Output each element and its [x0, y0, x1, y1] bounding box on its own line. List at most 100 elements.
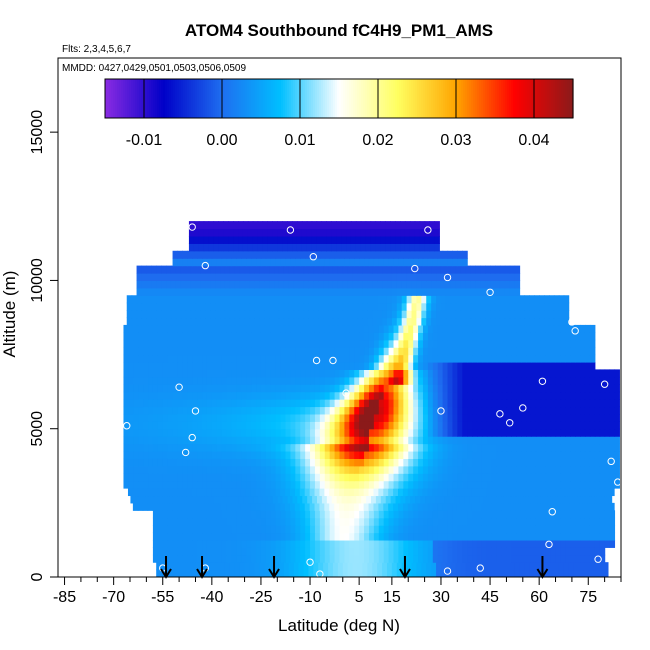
heatmap-cell [496, 339, 503, 348]
heatmap-cell [358, 502, 365, 511]
heatmap-cell [305, 332, 311, 341]
heatmap-cell [516, 347, 522, 356]
heatmap-cell [265, 443, 272, 452]
heatmap-cell [526, 332, 532, 341]
colorbar-strip [417, 79, 420, 118]
heatmap-cell [349, 347, 355, 356]
heatmap-cell [123, 473, 129, 482]
heatmap-cell [300, 510, 306, 519]
heatmap-cell [411, 562, 418, 571]
heatmap-cell [476, 332, 483, 341]
colorbar-strip [489, 79, 492, 118]
heatmap-cell [521, 324, 527, 333]
heatmap-cell [216, 488, 222, 497]
heatmap-cell [457, 324, 463, 333]
heatmap-cell [311, 243, 318, 252]
heatmap-cell [481, 532, 488, 541]
heatmap-cell [437, 554, 444, 563]
heatmap-cell [457, 473, 463, 482]
heatmap-cell [275, 258, 282, 267]
heatmap-cell [162, 547, 169, 556]
heatmap-cell [265, 332, 272, 341]
heatmap-cell [156, 295, 162, 304]
heatmap-cell [221, 443, 228, 452]
heatmap-cell [593, 569, 599, 577]
heatmap-cell [462, 361, 468, 370]
heatmap-cell [483, 495, 490, 504]
heatmap-cell [373, 324, 380, 333]
heatmap-cell [367, 317, 373, 326]
heatmap-cell [162, 510, 169, 519]
heatmap-cell [398, 391, 404, 400]
colorbar-strip [135, 79, 138, 118]
heatmap-cell [472, 473, 478, 482]
colorbar-strip [399, 79, 402, 118]
heatmap-cell [228, 243, 234, 252]
heatmap-cell [229, 317, 236, 326]
heatmap-cell [216, 539, 223, 548]
heatmap-cell [457, 458, 463, 467]
heatmap-cell [256, 421, 262, 430]
heatmap-cell [229, 562, 236, 571]
heatmap-cell [506, 347, 512, 356]
heatmap-cell [594, 539, 601, 548]
heatmap-cell [462, 510, 468, 519]
heatmap-cell [364, 465, 370, 474]
heatmap-cell [259, 280, 265, 289]
colorbar-strip [391, 79, 394, 118]
heatmap-cell [123, 376, 129, 385]
heatmap-cell [123, 413, 129, 422]
heatmap-cell [172, 450, 179, 459]
heatmap-cell [570, 539, 576, 548]
heatmap-cell [530, 458, 537, 467]
heatmap-cell [260, 406, 267, 415]
heatmap-cell [321, 221, 328, 230]
heatmap-cell [218, 495, 225, 504]
heatmap-cell [403, 376, 409, 385]
heatmap-cell [185, 265, 192, 274]
heatmap-cell [598, 569, 604, 577]
heatmap-cell [203, 221, 210, 230]
heatmap-cell [133, 384, 139, 393]
heatmap-cell [599, 488, 605, 497]
heatmap-cell [455, 295, 462, 304]
heatmap-cell [254, 273, 260, 282]
heatmap-cell [555, 436, 562, 445]
heatmap-cell [584, 369, 591, 378]
heatmap-cell [462, 399, 468, 408]
heatmap-cell [269, 562, 275, 571]
heatmap-cell [470, 265, 476, 274]
heatmap-cell [413, 376, 419, 385]
heatmap-cell [526, 525, 532, 534]
heatmap-cell [319, 391, 326, 400]
heatmap-cell [324, 547, 331, 556]
heatmap-cell [599, 376, 606, 385]
heatmap-cell [378, 517, 385, 526]
heatmap-cell [447, 458, 454, 467]
heatmap-cell [143, 443, 149, 452]
heatmap-cell [418, 547, 424, 556]
heatmap-cell [526, 413, 532, 422]
heatmap-cell [331, 228, 337, 237]
heatmap-cell [260, 532, 267, 541]
heatmap-cell [422, 554, 429, 563]
heatmap-cell [383, 539, 390, 548]
x-tick-label: -85 [53, 589, 76, 606]
heatmap-cell [436, 569, 442, 577]
heatmap-cell [270, 324, 277, 333]
heatmap-cell [368, 517, 375, 526]
heatmap-cell [328, 273, 334, 282]
heatmap-cell [296, 243, 303, 252]
heatmap-cell [582, 495, 588, 504]
heatmap-cell [408, 399, 414, 408]
heatmap-cell [148, 450, 154, 459]
heatmap-cell [378, 332, 385, 341]
heatmap-cell [589, 413, 596, 422]
heatmap-cell [277, 495, 284, 504]
heatmap-cell [526, 399, 532, 408]
heatmap-cell [220, 569, 226, 577]
heatmap-cell [339, 399, 346, 408]
heatmap-cell [306, 228, 313, 237]
heatmap-cell [295, 480, 301, 489]
heatmap-cell [280, 450, 287, 459]
